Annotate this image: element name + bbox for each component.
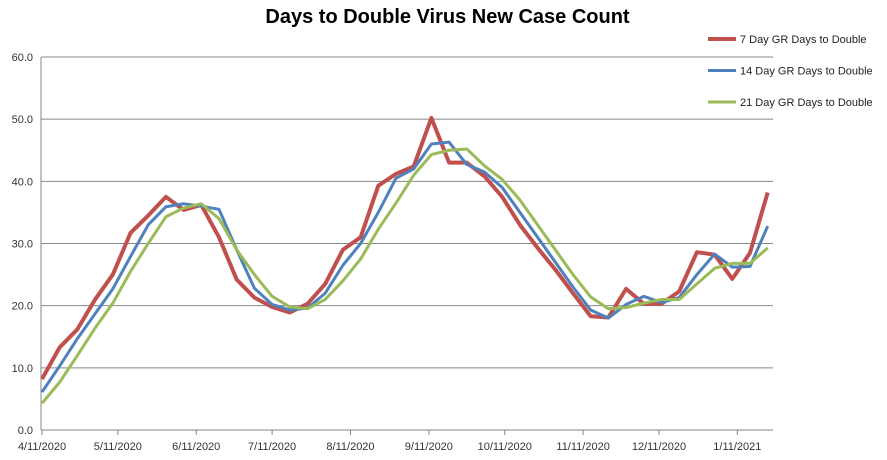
x-tick-label: 6/11/2020 (172, 441, 220, 453)
y-tick-label: 0.0 (18, 425, 33, 437)
x-tick-label: 9/11/2020 (405, 441, 453, 453)
legend-label: 7 Day GR Days to Double (740, 34, 867, 46)
y-tick-label: 30.0 (12, 239, 33, 251)
x-tick-label: 7/11/2020 (248, 441, 296, 453)
x-tick-label: 5/11/2020 (94, 441, 142, 453)
chart-title: Days to Double Virus New Case Count (265, 6, 630, 28)
x-tick-label: 11/11/2020 (556, 441, 609, 453)
y-tick-label: 50.0 (12, 114, 33, 126)
y-tick-label: 40.0 (12, 176, 33, 188)
series-line-2 (40, 140, 770, 393)
y-tick-label: 60.0 (12, 52, 33, 64)
legend-label: 21 Day GR Days to Double (740, 97, 873, 109)
series-line-1 (40, 115, 770, 380)
x-tick-label: 4/11/2020 (18, 441, 66, 453)
x-tick-label: 12/11/2020 (632, 441, 686, 453)
legend-label: 14 Day GR Days to Double (740, 66, 873, 78)
series-line-3 (40, 147, 769, 405)
x-tick-label: 1/11/2021 (713, 441, 761, 453)
x-tick-label: 8/11/2020 (326, 441, 374, 453)
y-tick-label: 20.0 (12, 301, 33, 313)
x-tick-label: 10/11/2020 (478, 441, 532, 453)
y-tick-label: 10.0 (12, 363, 33, 375)
